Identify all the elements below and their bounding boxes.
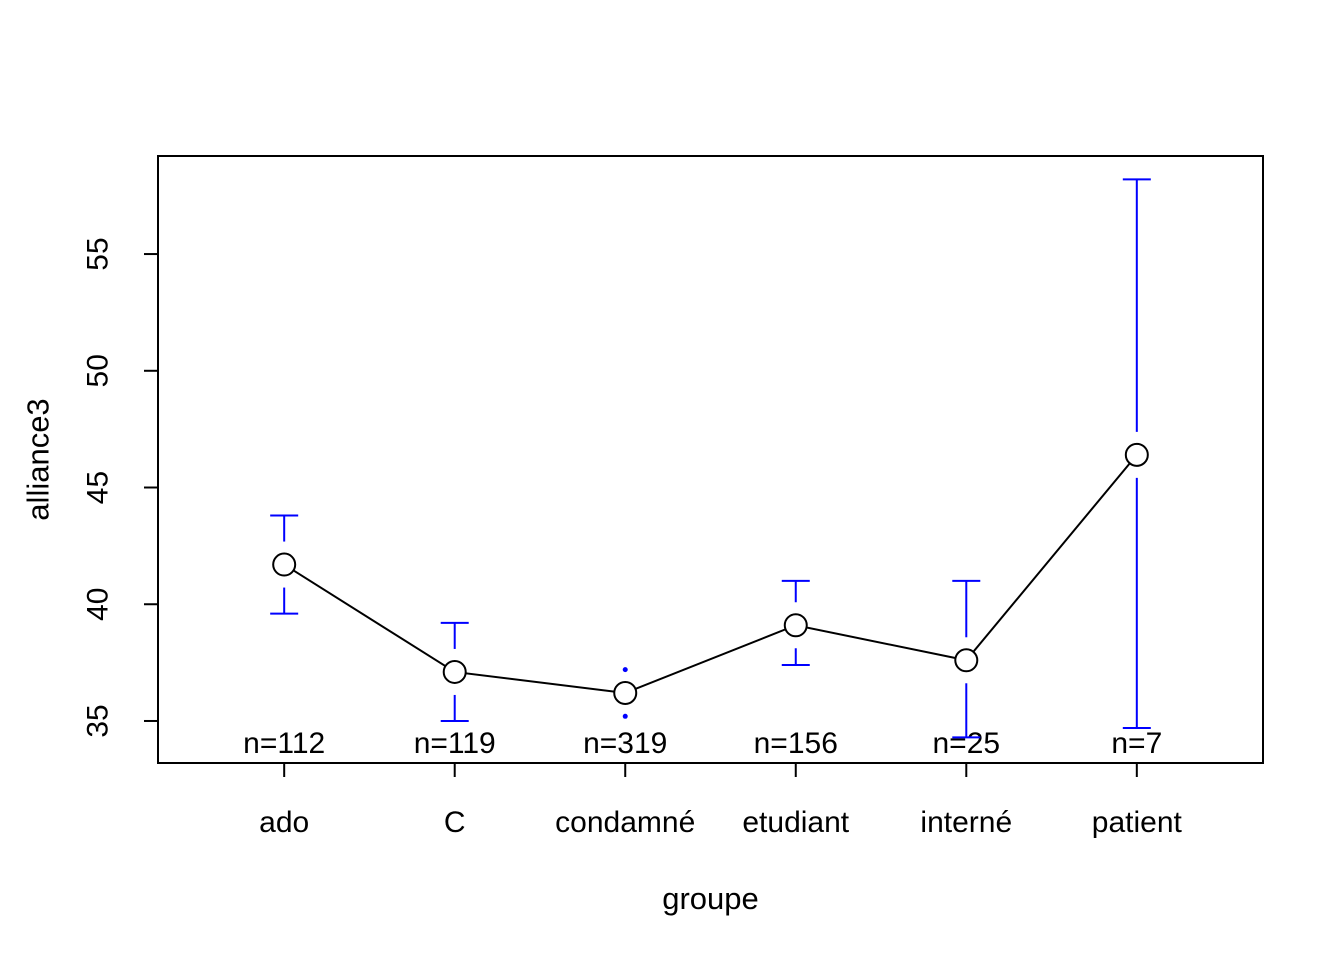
sample-size-label: n=7 — [1111, 727, 1162, 760]
mean-point — [442, 659, 467, 684]
mean-line — [283, 454, 1138, 694]
mean-point — [954, 648, 979, 673]
x-axis-tick-label: interné — [920, 806, 1012, 839]
y-axis-tick-label: 55 — [82, 237, 115, 270]
sample-size-label: n=319 — [583, 727, 667, 760]
x-axis-tick-label: ado — [259, 806, 309, 839]
mean-point — [272, 552, 297, 577]
x-axis-tick-label: C — [444, 806, 466, 839]
y-axis-tick-label: 50 — [82, 354, 115, 387]
sample-size-label: n=112 — [243, 727, 325, 760]
ci-upper-dot — [622, 667, 628, 673]
sample-size-label: n=156 — [754, 727, 838, 760]
x-axis-title: groupe — [662, 881, 759, 916]
ci-lower-dot — [622, 713, 628, 719]
sample-size-label: n=119 — [414, 727, 496, 760]
x-axis-tick-label: patient — [1092, 806, 1183, 839]
plot-border — [157, 155, 1264, 764]
y-axis-tick-label: 40 — [82, 588, 115, 621]
y-axis-title: alliance3 — [21, 398, 56, 520]
y-axis-tick-label: 45 — [82, 471, 115, 504]
mean-point — [1124, 442, 1149, 467]
x-axis-tick-label: condamné — [555, 806, 695, 839]
y-axis-tick-label: 35 — [82, 704, 115, 737]
mean-point — [783, 613, 808, 638]
mean-point — [613, 680, 638, 705]
x-axis-tick-label: etudiant — [742, 806, 849, 839]
